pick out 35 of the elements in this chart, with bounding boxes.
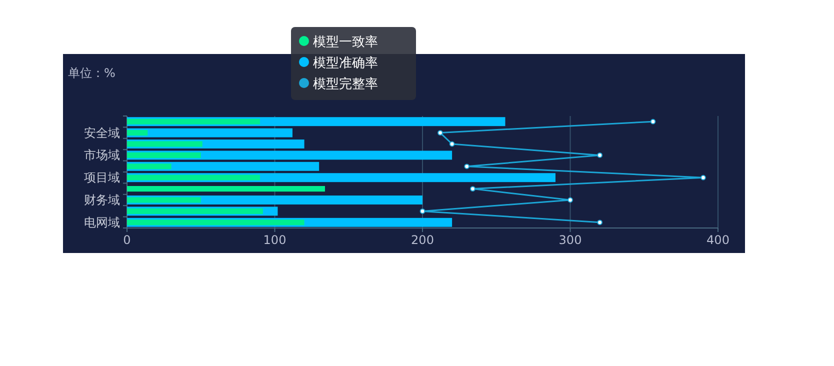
point [700,174,706,180]
legend-label: 模型准确率 [313,55,378,71]
legend-label: 模型一致率 [313,34,378,50]
bar [127,118,260,124]
y-tick-label: 项目域 [84,170,120,185]
point [470,186,476,192]
bar [127,130,148,136]
y-tick-label: 电网域 [84,215,120,230]
y-tick-label: 安全域 [84,126,120,140]
point [650,118,656,124]
bar [127,186,325,192]
x-tick-label: 300 [558,233,582,247]
point [597,220,602,226]
x-tick-label: 100 [263,233,286,247]
bar [127,164,172,170]
bar [127,197,201,203]
x-tick-label: 0 [123,233,131,247]
bar [127,141,202,147]
bar [127,152,201,158]
y-axis-title: 单位：% [68,66,116,80]
y-tick-label: 财务域 [84,193,120,207]
y-tick-label: 市场域 [84,148,120,162]
point [449,141,455,147]
x-tick-label: 400 [706,233,730,247]
bar [127,208,263,214]
x-tick-label: 200 [411,233,434,247]
legend-label: 模型完整率 [313,76,378,92]
bar [127,128,292,138]
bar [127,174,260,180]
point [464,164,470,170]
bar [127,220,304,226]
point [438,130,443,136]
point [597,152,602,158]
point [420,208,426,214]
point [568,197,573,203]
